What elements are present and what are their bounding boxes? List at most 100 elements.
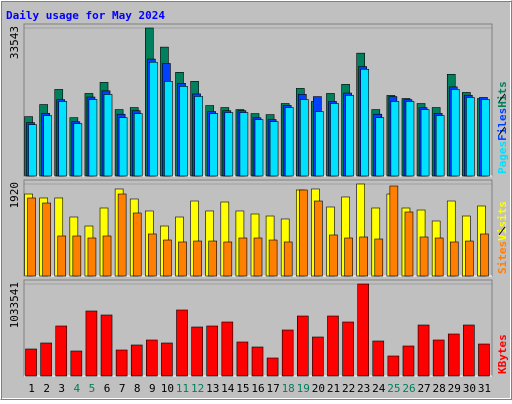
x-tick-label: 31: [478, 382, 491, 395]
bar: [58, 101, 68, 177]
bar: [42, 202, 51, 277]
y-tick-label: 33543: [8, 26, 21, 59]
bar: [387, 355, 400, 377]
y-tick-label: 1033541: [8, 282, 21, 328]
bar: [163, 239, 172, 277]
bar: [345, 95, 354, 177]
bar: [85, 310, 98, 377]
bar: [344, 237, 353, 277]
bar: [236, 341, 249, 377]
bar: [73, 123, 83, 177]
x-tick-label: 23: [357, 382, 370, 395]
bar: [434, 237, 444, 277]
bar: [103, 94, 113, 177]
bar: [55, 325, 68, 377]
legend-entry: Hits: [496, 81, 509, 108]
bar: [25, 348, 37, 377]
x-tick-label: 3: [58, 382, 65, 395]
bar: [209, 113, 219, 177]
x-tick-label: 28: [433, 382, 446, 395]
bar: [372, 340, 385, 377]
x-tick-label: 14: [221, 382, 235, 395]
x-tick-label: 11: [176, 382, 189, 395]
bar: [419, 236, 429, 277]
bar: [417, 324, 430, 377]
bar: [117, 193, 127, 277]
x-tick-label: 29: [448, 382, 461, 395]
bar: [374, 238, 384, 277]
bar: [435, 115, 445, 177]
bar: [118, 117, 128, 177]
bar: [178, 241, 187, 277]
x-tick-label: 4: [74, 382, 81, 395]
y-tick-label: 1920: [8, 182, 21, 209]
bar: [330, 103, 339, 177]
x-tick-label: 16: [251, 382, 264, 395]
bar: [146, 339, 158, 377]
bar: [329, 234, 338, 277]
x-tick-label: 19: [297, 382, 310, 395]
bar: [100, 314, 113, 377]
bar: [404, 211, 414, 277]
chart-title: Daily usage for May 2024: [6, 9, 165, 22]
legend-entry: KBytes: [496, 334, 509, 374]
bar: [251, 346, 264, 377]
bar: [72, 235, 82, 277]
bar: [115, 349, 128, 377]
bar: [312, 336, 324, 377]
x-tick-label: 7: [119, 382, 126, 395]
bar: [298, 189, 308, 277]
bar: [238, 237, 248, 277]
bar: [161, 342, 173, 377]
bar: [447, 333, 460, 377]
x-tick-label: 9: [149, 382, 156, 395]
x-tick-label: 25: [387, 382, 400, 395]
x-tick-label: 27: [417, 382, 430, 395]
bar: [342, 321, 354, 377]
bar: [450, 89, 460, 177]
bar: [206, 325, 219, 377]
x-tick-label: 6: [104, 382, 111, 395]
bar: [327, 315, 339, 377]
bar: [480, 233, 489, 277]
bar: [208, 240, 218, 277]
x-tick-label: 24: [372, 382, 386, 395]
x-tick-label: 21: [327, 382, 340, 395]
bar: [360, 68, 369, 177]
bar: [102, 235, 112, 277]
bar: [465, 240, 474, 277]
bar: [176, 309, 188, 377]
bar: [314, 200, 323, 277]
bar: [193, 240, 202, 277]
bar: [221, 321, 234, 377]
bar: [239, 112, 249, 177]
bar: [357, 283, 369, 377]
bar: [87, 237, 97, 277]
bar: [223, 241, 233, 277]
bar: [269, 121, 279, 177]
legend-entry: Visits: [496, 201, 509, 241]
legend: SitesVisits: [496, 201, 509, 274]
x-tick-label: 20: [312, 382, 325, 395]
bar: [281, 329, 294, 377]
bar: [253, 237, 263, 277]
bar: [194, 96, 203, 177]
bar: [191, 326, 203, 377]
bar: [375, 117, 385, 177]
bar: [57, 235, 67, 277]
bar: [132, 212, 142, 277]
x-tick-label: 5: [89, 382, 96, 395]
bar: [266, 357, 279, 377]
bar: [28, 124, 37, 177]
legend-slash: [498, 126, 506, 136]
x-tick-label: 8: [134, 382, 141, 395]
bar: [449, 241, 459, 277]
x-tick-label: 17: [266, 382, 279, 395]
bar: [164, 81, 173, 177]
bar: [254, 119, 264, 177]
bar: [389, 185, 399, 277]
bar: [296, 315, 309, 377]
bar: [478, 343, 490, 377]
